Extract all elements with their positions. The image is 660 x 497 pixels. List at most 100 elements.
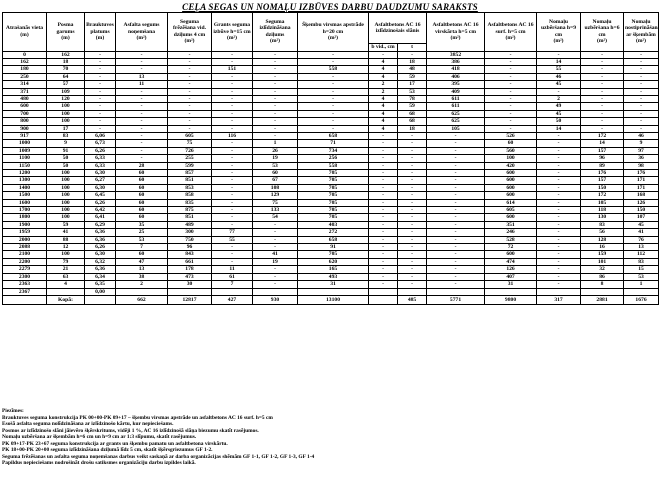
table-cell: - xyxy=(211,102,253,111)
table-header: Atrašanās vieta (m) Posma garums (m) Brauktu… xyxy=(2,12,660,52)
table-cell: - xyxy=(426,235,486,245)
table-cell: 130 xyxy=(580,213,625,222)
table-cell xyxy=(426,287,486,296)
column-header: Brauktuves platums (m) xyxy=(84,12,116,52)
table-cell: 83 xyxy=(623,257,660,267)
table-cell: 705 xyxy=(297,168,369,178)
table-cell: - xyxy=(580,57,625,67)
table-cell: 620 xyxy=(297,257,369,267)
table-cell: - xyxy=(211,117,253,126)
table-cell: 165 xyxy=(297,265,369,274)
table-cell: 89 xyxy=(580,161,625,171)
total-cell xyxy=(84,294,116,305)
table-cell xyxy=(252,287,298,296)
table-row: 1150 50 6,33 28 599-53 558- - -420-89 98 xyxy=(2,161,660,171)
note-line: Nomaļu uzbēršana ar šķembām h=6 cm un h=… xyxy=(2,434,197,441)
table-cell: 6,42 xyxy=(84,206,116,215)
table-cell: 21 xyxy=(46,265,85,274)
table-cell: - xyxy=(580,94,625,104)
table-cell: - xyxy=(211,87,253,96)
table-cell: 6,27 xyxy=(84,176,116,185)
column-unit: (m) xyxy=(95,34,105,41)
table-cell: 53 xyxy=(396,87,428,96)
table-cell: 6,29 xyxy=(84,220,116,230)
table-cell: 12 xyxy=(46,243,85,252)
table-cell: 68 xyxy=(396,117,428,126)
table-cell: 171 xyxy=(623,183,660,193)
column-header-label: Asfaltbetons AC 16 virskārta h=5 cm xyxy=(432,22,479,35)
table-cell: 851 xyxy=(167,176,212,185)
table-cell: 30 xyxy=(167,280,212,289)
table-cell: - xyxy=(396,243,428,252)
table-row: 800 100- - - - - -4 68 625-50- - xyxy=(2,117,660,126)
table-cell: - xyxy=(368,191,398,200)
table-cell: - xyxy=(536,191,582,200)
table-row: 162 18- - - - - -4 18 386-14- - xyxy=(2,57,660,67)
table-cell: - xyxy=(536,257,582,267)
table-cell: 9 xyxy=(46,139,85,148)
table-cell: - xyxy=(580,124,625,133)
table-cell: 395 xyxy=(426,80,486,89)
table-cell: 1400 xyxy=(2,183,47,193)
table-cell: 4 xyxy=(46,280,85,289)
table-cell: - xyxy=(426,220,486,230)
table-cell xyxy=(211,287,253,296)
table-cell: - xyxy=(368,257,398,267)
table-cell: - xyxy=(115,117,168,126)
table-cell: - xyxy=(536,228,582,237)
table-cell: 100 xyxy=(46,168,85,178)
table-cell: 2088 xyxy=(2,243,47,252)
table-cell: - xyxy=(84,117,116,126)
table-cell: 600 xyxy=(484,176,538,185)
table-cell: 60 xyxy=(115,191,168,200)
table-cell: 60 xyxy=(252,168,298,178)
table-cell: 71 xyxy=(297,139,369,148)
table-cell: - xyxy=(580,109,625,119)
table-cell: 112 xyxy=(623,250,660,259)
table-cell: 180 xyxy=(2,65,47,74)
table-cell: - xyxy=(167,124,212,133)
table-cell: - xyxy=(211,183,253,193)
table-cell: - xyxy=(426,131,486,141)
table-cell: - xyxy=(580,72,625,82)
table-row: 1000 9 6,73-75-1 71- - -60-14 9 xyxy=(2,139,660,148)
table-cell: 750 xyxy=(167,235,212,245)
table-cell: 162 xyxy=(2,57,47,67)
table-cell: 100 xyxy=(46,213,85,222)
column-header-label: Posma garums xyxy=(56,22,75,35)
table-cell: 4 xyxy=(368,65,398,74)
table-cell xyxy=(580,287,625,296)
table-cell: 351 xyxy=(484,220,538,230)
table-cell: 60 xyxy=(115,176,168,185)
table-cell: 78 xyxy=(396,94,428,104)
table-cell: 38 xyxy=(115,272,168,282)
table-cell: 32 xyxy=(580,265,625,274)
table-cell: 18 xyxy=(396,57,428,67)
table-cell: 6,45 xyxy=(84,191,116,200)
table-row: 2100 100 6,30 60 843-41 705- - -600-159 112 xyxy=(2,250,660,259)
table-cell: - xyxy=(84,65,116,74)
table-cell: - xyxy=(623,57,660,67)
table-cell: - xyxy=(426,213,486,222)
table-cell: - xyxy=(84,87,116,96)
table-cell: - xyxy=(396,228,428,237)
table-cell: 6,73 xyxy=(84,139,116,148)
table-cell: 60 xyxy=(115,183,168,193)
table-cell: - xyxy=(297,102,369,111)
table-cell: - xyxy=(252,117,298,126)
table-cell: 17 xyxy=(46,124,85,133)
table-cell: - xyxy=(211,213,253,222)
table-cell: 4 xyxy=(368,109,398,119)
table-cell: 46 xyxy=(536,72,582,82)
table-cell: - xyxy=(484,117,538,126)
table-cell: 493 xyxy=(297,272,369,282)
table-row: 917 83 6,06-605 116-658- - -526-172 46 xyxy=(2,131,660,141)
table-cell: 403 xyxy=(297,220,369,230)
table-cell: 100 xyxy=(46,206,85,215)
table-cell: - xyxy=(396,183,428,193)
table-cell: 705 xyxy=(297,176,369,185)
table-cell: 64 xyxy=(46,72,85,82)
table-cell: 128 xyxy=(580,235,625,245)
table-cell: - xyxy=(396,250,428,259)
total-cell: 9800 xyxy=(484,294,538,305)
